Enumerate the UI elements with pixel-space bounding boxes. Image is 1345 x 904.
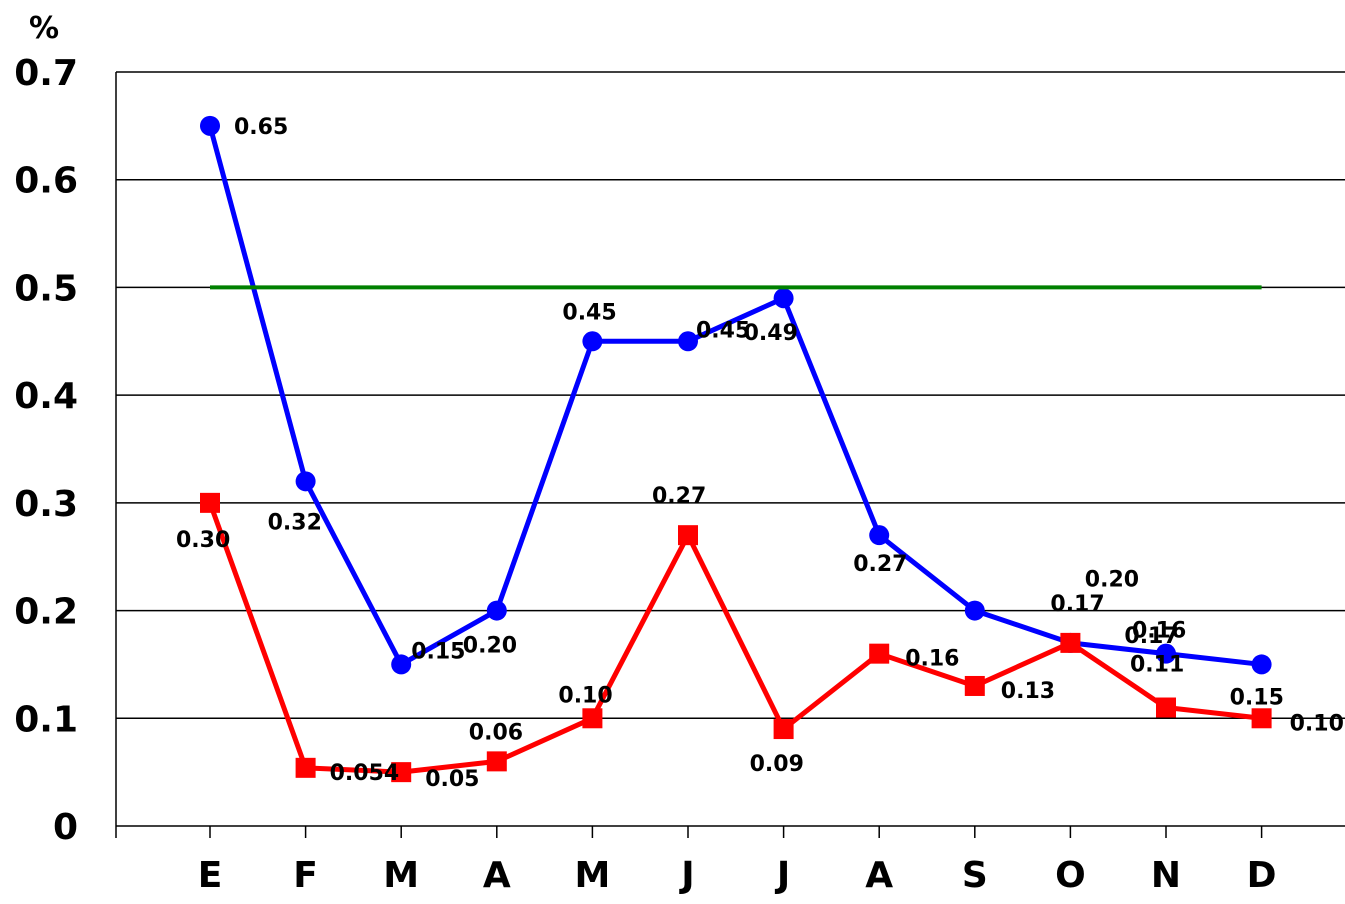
data-labels: 0.650.320.150.200.450.450.490.270.200.17… xyxy=(176,115,1344,792)
data-label-series-1-7: 0.16 xyxy=(905,647,959,672)
series-0-point-11 xyxy=(1251,654,1272,675)
data-label-series-0-10: 0.16 xyxy=(1132,619,1186,644)
y-tick-label-4: 0.4 xyxy=(14,376,78,417)
data-label-series-0-4: 0.45 xyxy=(562,300,616,325)
series-1-point-4 xyxy=(582,708,603,729)
series-1-point-7 xyxy=(869,643,890,664)
data-label-series-1-11: 0.10 xyxy=(1290,711,1344,736)
x-tick-label-7: A xyxy=(865,855,893,896)
x-tick-label-9: O xyxy=(1055,855,1086,896)
y-tick-label-1: 0.1 xyxy=(14,699,78,740)
data-label-series-1-3: 0.06 xyxy=(469,720,523,745)
data-label-series-1-6: 0.09 xyxy=(750,752,804,777)
y-tick-label-2: 0.2 xyxy=(14,592,78,633)
series-0-point-7 xyxy=(869,525,890,546)
series-0-point-5 xyxy=(678,331,698,352)
data-label-series-0-0: 0.65 xyxy=(234,115,288,140)
data-label-series-0-8: 0.20 xyxy=(1085,568,1139,593)
series-1-point-1 xyxy=(295,757,316,778)
data-label-series-0-9: 0.17 xyxy=(1124,624,1178,649)
x-tick-label-0: E xyxy=(198,855,223,896)
series-0-point-3 xyxy=(486,600,507,621)
y-tick-label-6: 0.6 xyxy=(14,161,78,202)
y-tick-label-7: 0.7 xyxy=(14,53,78,94)
series-0-point-1 xyxy=(295,471,316,492)
data-label-series-0-7: 0.27 xyxy=(853,552,907,577)
series-1-line xyxy=(207,502,1262,775)
series-0-point-10 xyxy=(1156,643,1176,664)
x-tick-label-4: M xyxy=(574,855,610,896)
series-1-point-10 xyxy=(1156,697,1176,718)
x-tick-label-2: M xyxy=(383,855,419,896)
data-label-series-0-6: 0.49 xyxy=(744,321,798,346)
x-tick-label-11: D xyxy=(1247,855,1277,896)
y-tick-label-0: 0 xyxy=(53,807,78,848)
data-label-series-1-1: 0.054 xyxy=(330,761,400,786)
y-axis-unit-label: % xyxy=(29,11,59,46)
y-tick-labels: 0 0.1 0.2 0.3 0.4 0.5 0.6 0.7 xyxy=(14,53,78,848)
data-label-series-1-9: 0.17 xyxy=(1050,592,1104,617)
data-label-series-1-8: 0.13 xyxy=(1001,679,1055,704)
series-0-point-2 xyxy=(391,654,412,675)
x-tick-label-3: A xyxy=(483,855,511,896)
y-tick-label-3: 0.3 xyxy=(14,484,78,525)
data-label-series-0-1: 0.32 xyxy=(268,510,322,535)
series-1-point-8 xyxy=(964,675,985,696)
series-1-point-6 xyxy=(773,719,794,740)
series-1-point-9 xyxy=(1060,632,1081,653)
x-tick-label-10: N xyxy=(1151,855,1181,896)
series-0-point-0 xyxy=(200,115,220,136)
data-label-series-0-11: 0.15 xyxy=(1230,685,1284,710)
x-tick-label-6: J xyxy=(774,855,790,896)
data-label-series-1-5: 0.27 xyxy=(652,484,706,509)
axes xyxy=(115,72,1345,838)
series-0-line xyxy=(207,125,1262,667)
series-0-point-6 xyxy=(773,288,794,309)
series-1-point-11 xyxy=(1251,708,1272,729)
data-label-series-1-10: 0.11 xyxy=(1130,653,1184,678)
x-tick-label-8: S xyxy=(962,855,988,896)
data-label-series-0-5: 0.45 xyxy=(696,318,750,343)
data-label-series-1-4: 0.10 xyxy=(558,683,612,708)
series-1-point-3 xyxy=(486,751,507,772)
data-label-series-0-2: 0.15 xyxy=(411,639,465,664)
data-label-series-1-0: 0.30 xyxy=(176,528,230,553)
series-1-point-0 xyxy=(200,492,220,513)
data-label-series-1-2: 0.05 xyxy=(425,767,479,792)
series-0-point-8 xyxy=(964,600,985,621)
series-1-point-2 xyxy=(391,762,412,783)
series-1-point-5 xyxy=(678,525,698,546)
data-label-series-0-3: 0.20 xyxy=(463,634,517,659)
x-tick-label-5: J xyxy=(678,855,694,896)
y-tick-label-5: 0.5 xyxy=(14,268,78,309)
series-group xyxy=(200,115,1272,783)
x-tick-label-1: F xyxy=(293,855,318,896)
series-0-point-4 xyxy=(582,331,603,352)
